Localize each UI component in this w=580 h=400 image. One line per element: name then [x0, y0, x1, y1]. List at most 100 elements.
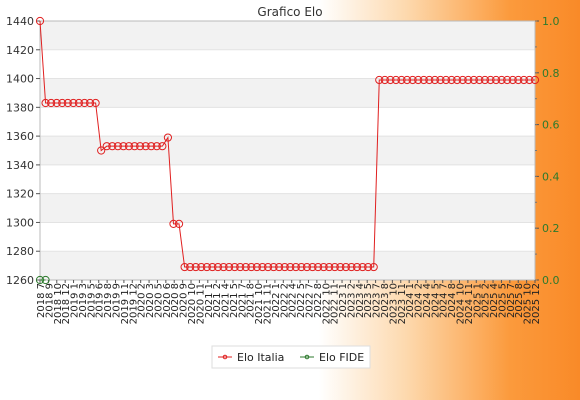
point-elo-italia-22 — [158, 142, 167, 151]
point-elo-italia-63 — [386, 75, 395, 85]
point-elo-italia-82 — [491, 75, 501, 85]
point-elo-italia-78 — [469, 75, 478, 85]
point-elo-italia-25 — [174, 219, 184, 228]
point-elo-italia-57 — [352, 262, 362, 272]
point-elo-italia-9 — [85, 98, 95, 108]
point-elo-italia-14 — [113, 142, 122, 151]
y-left-tick-1260: 1260 — [6, 274, 34, 287]
point-elo-italia-3 — [52, 98, 61, 108]
x-tick-46: 2024 4 — [422, 283, 433, 318]
y-right-tick-1.0: 1.0 — [542, 15, 560, 28]
point-elo-italia-33 — [219, 262, 228, 272]
x-tick-53: 2025 2 — [481, 283, 492, 318]
point-elo-italia-85 — [508, 75, 517, 85]
point-elo-italia-84 — [503, 75, 512, 85]
x-tick-56: 2025 7 — [506, 283, 517, 318]
point-elo-italia-43 — [275, 262, 284, 272]
point-elo-italia-24 — [169, 219, 178, 228]
point-elo-italia-69 — [419, 75, 428, 85]
y-left-tick-1400: 1400 — [6, 73, 34, 86]
x-tick-5: 2019 3 — [78, 283, 89, 318]
point-elo-italia-81 — [486, 75, 495, 85]
point-elo-italia-77 — [464, 75, 473, 85]
point-elo-italia-72 — [436, 75, 445, 85]
x-tick-29: 2022 2 — [279, 283, 290, 318]
x-tick-51: 2024 11 — [464, 283, 475, 324]
x-tick-18: 2020 10 — [187, 283, 198, 324]
point-elo-italia-4 — [58, 98, 67, 108]
x-tick-57: 2025 8 — [514, 283, 525, 318]
y-left-tick-1420: 1420 — [6, 44, 34, 57]
x-tick-35: 2022 11 — [330, 283, 341, 324]
point-elo-italia-35 — [230, 262, 239, 272]
x-tick-4: 2019 1 — [70, 283, 81, 318]
chart-title: Grafico Elo — [257, 5, 322, 19]
x-tick-39: 2023 5 — [363, 283, 374, 318]
point-elo-italia-49 — [308, 262, 317, 272]
point-elo-italia-5 — [63, 98, 72, 108]
point-elo-italia-79 — [475, 75, 484, 85]
legend-marker-elo-fide — [304, 354, 310, 360]
point-elo-italia-34 — [225, 262, 234, 272]
x-tick-47: 2024 5 — [430, 283, 441, 318]
point-elo-italia-47 — [297, 262, 306, 272]
x-tick-22: 2021 4 — [221, 283, 232, 318]
point-elo-italia-41 — [263, 262, 273, 272]
x-tick-43: 2023 11 — [397, 283, 408, 324]
point-elo-italia-38 — [247, 262, 256, 272]
x-tick-9: 2019 9 — [112, 283, 123, 318]
point-elo-italia-48 — [302, 262, 312, 272]
point-elo-italia-21 — [152, 142, 161, 151]
y-left-tick-1280: 1280 — [6, 245, 34, 258]
point-elo-italia-26 — [180, 262, 189, 272]
point-elo-italia-7 — [74, 98, 84, 108]
point-elo-italia-54 — [336, 262, 345, 272]
point-elo-italia-39 — [252, 262, 262, 272]
x-tick-21: 2021 2 — [212, 283, 223, 318]
point-elo-italia-13 — [108, 142, 117, 151]
x-tick-32: 2022 7 — [304, 283, 315, 318]
band-1340 — [40, 136, 535, 165]
band-1260 — [40, 251, 535, 280]
x-tick-54: 2025 4 — [489, 283, 500, 318]
band-1420 — [40, 21, 535, 50]
point-elo-italia-23 — [163, 133, 173, 142]
y-left-tick-1380: 1380 — [6, 101, 34, 114]
x-tick-0: 2018 7 — [36, 283, 47, 318]
point-elo-italia-31 — [208, 262, 217, 272]
point-elo-italia-64 — [391, 75, 401, 85]
point-elo-italia-1 — [41, 98, 50, 108]
x-tick-19: 2020 11 — [195, 283, 206, 324]
point-elo-italia-27 — [186, 262, 195, 272]
x-tick-3: 2018 12 — [61, 283, 72, 324]
x-tick-17: 2020 9 — [179, 283, 190, 318]
x-tick-14: 2020 5 — [153, 283, 164, 318]
point-elo-italia-71 — [430, 75, 439, 85]
point-elo-italia-8 — [80, 98, 89, 108]
x-tick-24: 2021 7 — [237, 283, 248, 318]
point-elo-italia-74 — [447, 75, 456, 85]
point-elo-italia-60 — [369, 262, 378, 272]
point-elo-italia-83 — [497, 75, 506, 85]
point-elo-italia-37 — [241, 262, 250, 272]
point-elo-italia-86 — [514, 75, 523, 85]
x-tick-13: 2020 3 — [145, 283, 156, 318]
point-elo-italia-68 — [414, 75, 423, 85]
point-elo-italia-80 — [480, 75, 490, 85]
point-elo-italia-87 — [519, 75, 528, 85]
series-line-elo-italia — [39, 20, 535, 268]
x-tick-15: 2020 6 — [162, 283, 173, 318]
x-tick-37: 2023 2 — [346, 283, 357, 318]
legend-marker-elo-italia — [222, 354, 228, 360]
point-elo-italia-67 — [408, 75, 417, 85]
x-tick-58: 2025 10 — [523, 283, 534, 324]
x-tick-42: 2023 10 — [388, 283, 399, 324]
point-elo-italia-20 — [147, 142, 156, 151]
point-elo-italia-55 — [341, 262, 350, 272]
x-tick-11: 2019 12 — [128, 283, 139, 324]
point-elo-italia-12 — [102, 142, 111, 151]
point-elo-italia-46 — [291, 262, 300, 272]
plot-background — [40, 21, 535, 280]
point-elo-italia-73 — [441, 75, 451, 85]
